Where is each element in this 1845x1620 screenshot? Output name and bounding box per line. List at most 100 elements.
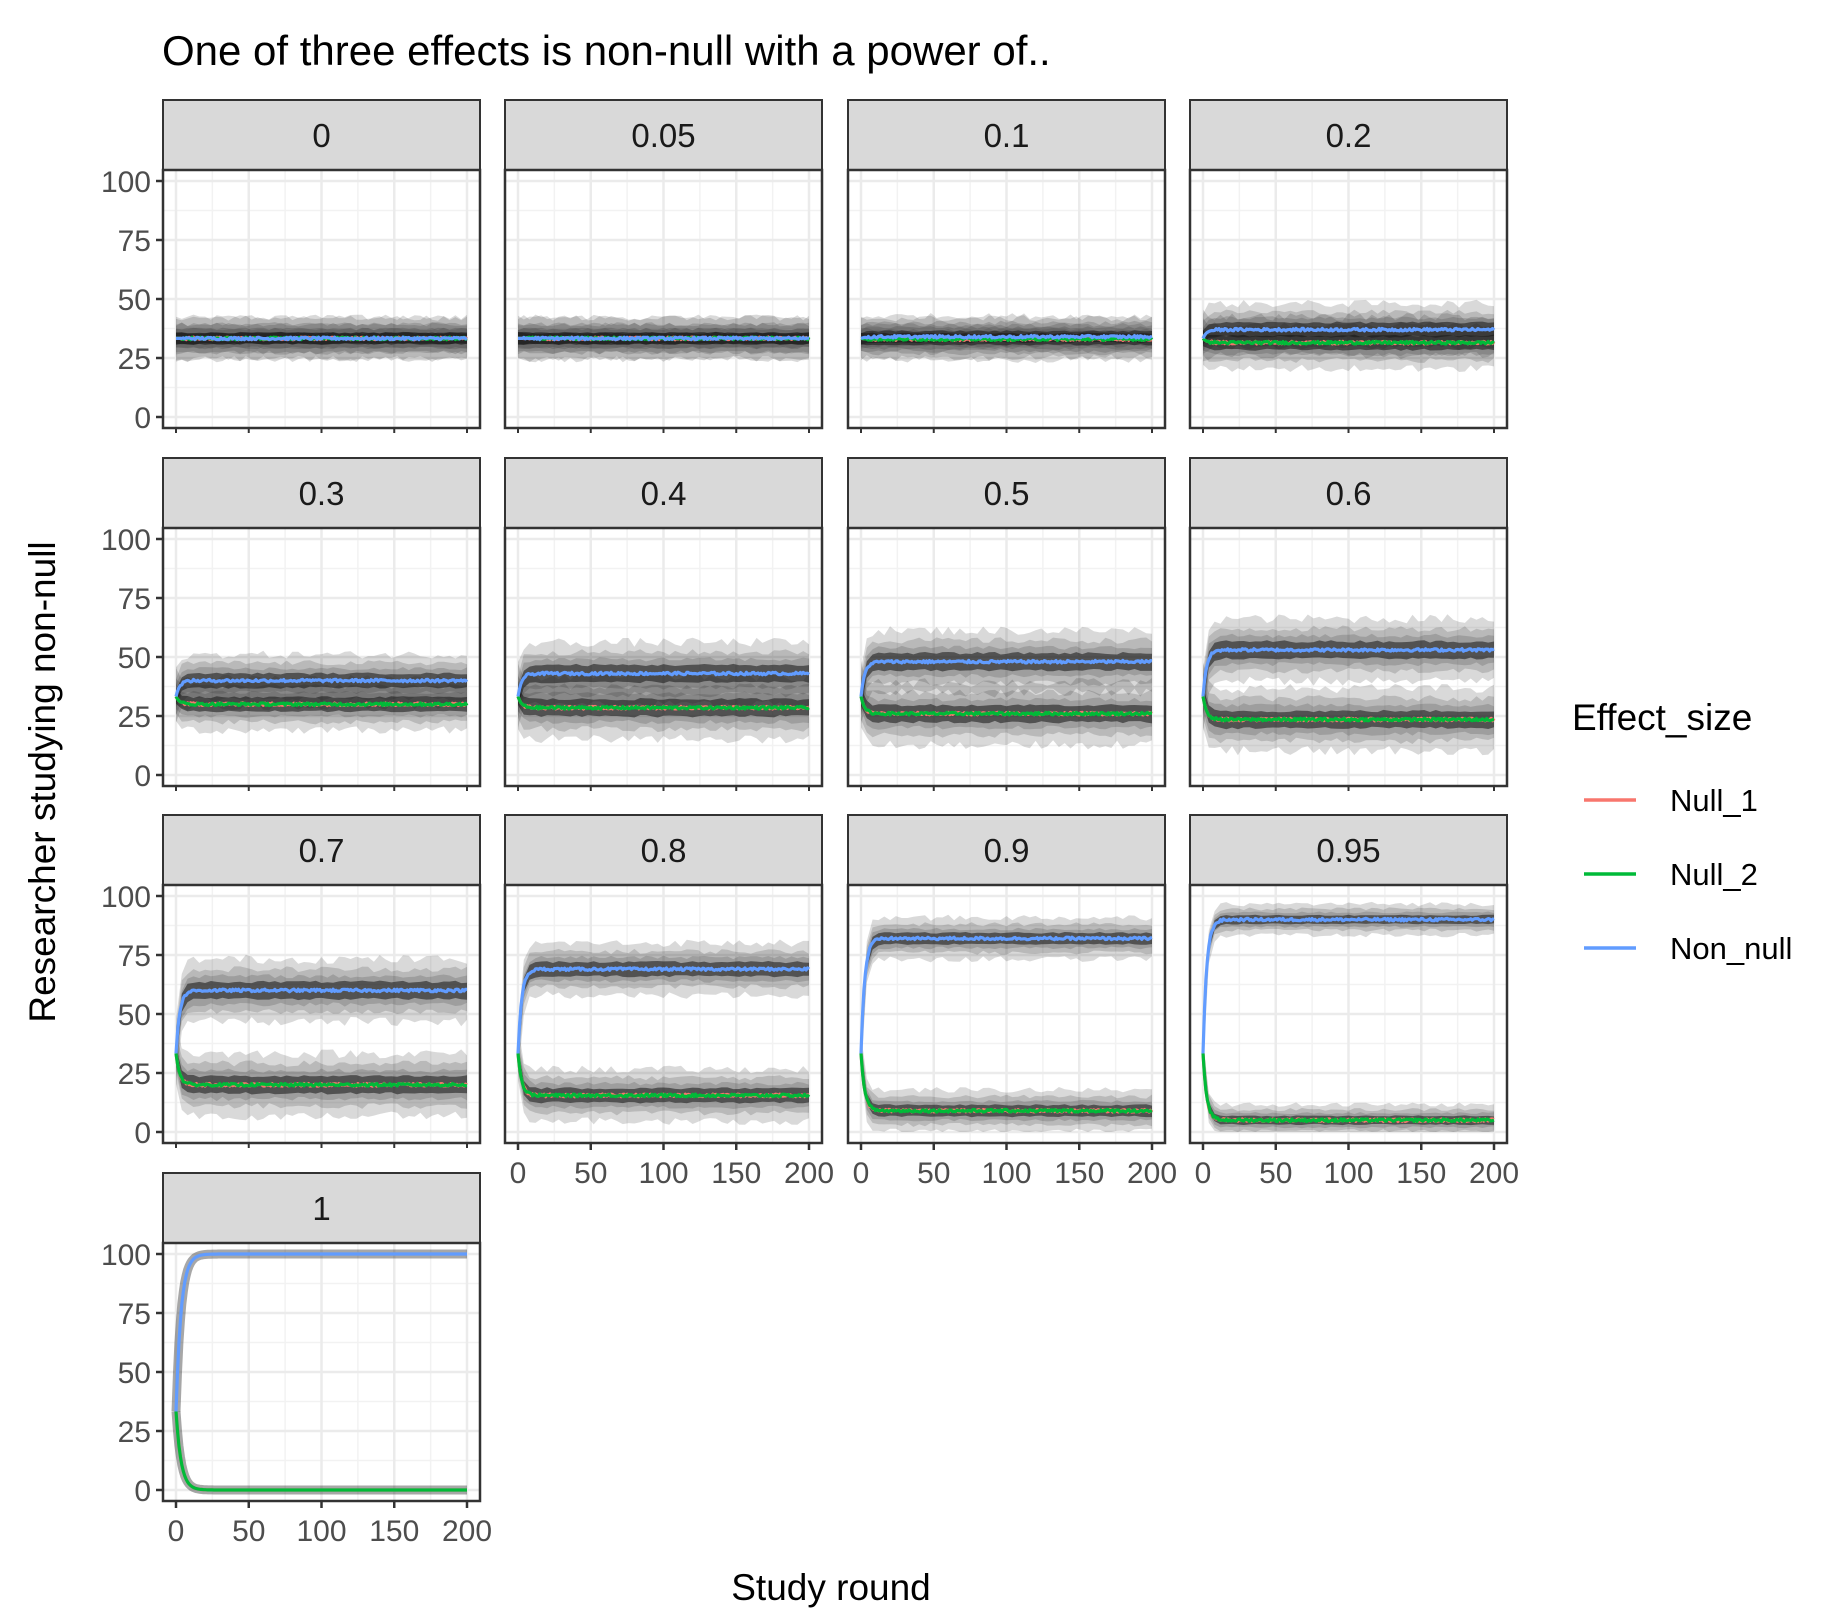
series-line-null-2 xyxy=(859,1053,1153,1114)
legend: Effect_size Null_1 Null_2 Non_null xyxy=(1572,697,1792,966)
y-tick-label: 25 xyxy=(118,701,151,734)
simulation-band xyxy=(861,1038,1152,1127)
simulation-band xyxy=(1203,640,1494,706)
x-tick-label: 50 xyxy=(574,1157,607,1190)
y-tick-label: 100 xyxy=(101,881,151,914)
series-line-non-null xyxy=(174,987,468,1054)
series-line-null-2 xyxy=(174,1411,468,1492)
simulation-band xyxy=(1203,662,1494,756)
simulation-band xyxy=(176,1023,467,1121)
series-line-null-2 xyxy=(1201,337,1495,346)
simulation-band xyxy=(861,652,1152,706)
series-line-non-null xyxy=(516,966,810,1054)
y-tick-label: 75 xyxy=(118,940,151,973)
y-tick-label: 75 xyxy=(118,1298,151,1331)
x-tick-label: 50 xyxy=(232,1515,265,1548)
facet-label: 0.95 xyxy=(1316,832,1380,869)
x-tick-label: 0 xyxy=(168,1515,185,1548)
x-tick-label: 0 xyxy=(853,1157,870,1190)
facet-label: 0.5 xyxy=(984,475,1030,512)
series-line-non-null xyxy=(859,658,1153,697)
y-tick-label: 25 xyxy=(118,1416,151,1449)
facet-strip xyxy=(504,457,823,529)
facet-panel: 0.4 xyxy=(503,457,824,791)
facet-panel: 0.2 xyxy=(1188,99,1509,433)
series-line-null-2 xyxy=(1201,1053,1495,1124)
facet-panel: 0.6 xyxy=(1188,457,1509,791)
x-tick-label: 150 xyxy=(1054,1157,1104,1190)
facet-strip xyxy=(162,1172,481,1244)
series-line-non-null xyxy=(1201,647,1495,697)
facet-label: 0.05 xyxy=(631,117,695,154)
simulation-band xyxy=(1203,1049,1494,1126)
chart-title: One of three effects is non-null with a … xyxy=(162,27,1051,74)
facet-strip xyxy=(1189,99,1508,171)
series-line-non-null xyxy=(859,935,1153,1054)
facet-panel: 0 0 25 50 75 100 xyxy=(101,99,482,435)
legend-label: Null_1 xyxy=(1670,783,1758,818)
facet-label: 0.7 xyxy=(299,832,345,869)
y-tick-label: 75 xyxy=(118,583,151,616)
y-tick-label: 50 xyxy=(118,642,151,675)
simulation-band xyxy=(861,914,1152,1073)
y-tick-label: 100 xyxy=(101,1239,151,1272)
x-tick-label: 100 xyxy=(296,1515,346,1548)
x-tick-label: 100 xyxy=(981,1157,1031,1190)
facet-label: 0.9 xyxy=(984,832,1030,869)
series-line-non-null xyxy=(174,1252,468,1412)
simulation-band xyxy=(861,626,1152,725)
series-line-null-2 xyxy=(174,1053,468,1088)
series-line-null-2 xyxy=(174,695,469,708)
x-tick-label: 150 xyxy=(711,1157,761,1190)
x-axis-title: Study round xyxy=(731,1567,931,1608)
facet-label: 1 xyxy=(312,1190,330,1227)
x-tick-label: 0 xyxy=(510,1157,527,1190)
y-tick-label: 25 xyxy=(118,1058,151,1091)
facet-panel: 0.5 xyxy=(846,457,1167,791)
x-tick-label: 50 xyxy=(917,1157,950,1190)
y-tick-label: 50 xyxy=(118,1357,151,1390)
simulation-band xyxy=(861,1044,1152,1122)
facet-strip xyxy=(847,457,1166,529)
y-tick-label: 100 xyxy=(101,166,151,199)
simulation-band xyxy=(176,1045,467,1095)
y-tick-label: 50 xyxy=(118,999,151,1032)
facet-label: 0.1 xyxy=(984,117,1030,154)
x-tick-label: 200 xyxy=(1469,1157,1519,1190)
x-tick-label: 0 xyxy=(1195,1157,1212,1190)
facet-label: 0 xyxy=(312,117,330,154)
series-line-non-null xyxy=(1201,326,1496,340)
series-line-non-null xyxy=(860,333,1153,340)
facet-panel: 0.95 0 50 100 150 200 xyxy=(1188,814,1519,1190)
x-tick-label: 100 xyxy=(1323,1157,1373,1190)
y-tick-label: 50 xyxy=(118,284,151,317)
simulation-band xyxy=(1203,321,1494,345)
x-tick-label: 200 xyxy=(442,1515,492,1548)
series-line-non-null xyxy=(517,335,810,342)
series-line-null-2 xyxy=(516,695,810,711)
x-tick-label: 150 xyxy=(1396,1157,1446,1190)
facet-panel: 1 0 25 50 75 100 0 50 100 150 200 xyxy=(101,1172,492,1548)
x-tick-label: 200 xyxy=(1127,1157,1177,1190)
y-tick-label: 0 xyxy=(134,1117,151,1150)
facet-label: 0.2 xyxy=(1326,117,1372,154)
facet-strip xyxy=(1189,457,1508,529)
facet-label: 0.6 xyxy=(1326,475,1372,512)
facet-panel: 0.05 xyxy=(503,99,824,433)
facet-panel: 0.3 0 25 50 75 100 xyxy=(101,457,482,793)
y-tick-label: 0 xyxy=(134,402,151,435)
series-line-non-null xyxy=(175,335,468,342)
simulation-band xyxy=(518,1046,809,1104)
facet-panel: 0.9 0 50 100 150 200 xyxy=(846,814,1177,1190)
x-tick-label: 100 xyxy=(638,1157,688,1190)
y-tick-label: 0 xyxy=(134,1475,151,1508)
x-tick-label: 50 xyxy=(1259,1157,1292,1190)
legend-label: Non_null xyxy=(1670,931,1792,966)
y-tick-label: 75 xyxy=(118,225,151,258)
series-line-null-2 xyxy=(1201,696,1495,723)
y-tick-label: 25 xyxy=(118,343,151,376)
facet-panel: 0.1 xyxy=(846,99,1167,433)
x-tick-label: 150 xyxy=(369,1515,419,1548)
